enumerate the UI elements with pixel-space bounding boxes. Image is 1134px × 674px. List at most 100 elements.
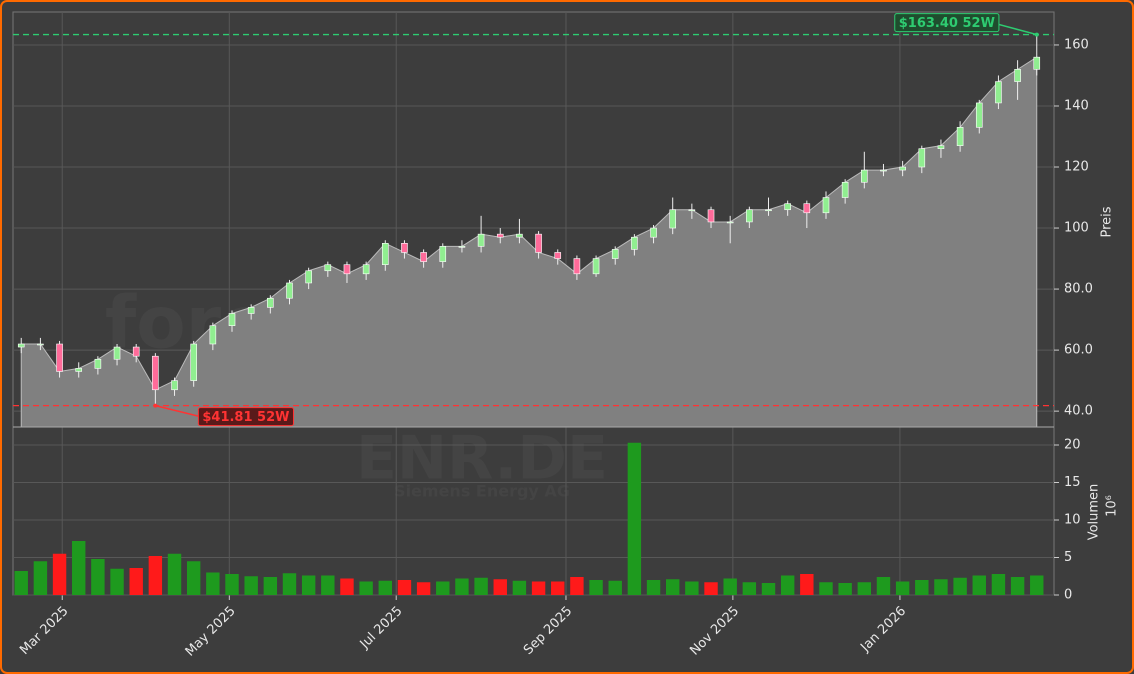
annotation-arrow	[155, 404, 201, 418]
volume-bar	[91, 559, 105, 595]
candle-body	[132, 346, 140, 357]
candle-body	[899, 166, 906, 171]
candle-body	[918, 148, 926, 168]
volume-bar	[167, 553, 182, 595]
candle-body	[669, 209, 677, 229]
candle-body	[822, 197, 830, 214]
volume-bar	[704, 582, 718, 595]
y-tick-label: 120	[1064, 160, 1089, 175]
y-tick-label: 100	[1064, 221, 1089, 236]
annotation-point	[1034, 32, 1039, 37]
volume-bar	[876, 577, 891, 595]
volume-bar	[186, 561, 201, 595]
volume-bar	[608, 580, 622, 595]
candle-body	[631, 236, 638, 250]
volume-bar	[934, 579, 948, 595]
volume-bar	[436, 581, 450, 595]
volume-bar	[915, 580, 929, 595]
volume-bar	[627, 442, 642, 595]
volume-bar	[1010, 577, 1025, 595]
volume-bar	[301, 575, 316, 595]
name-watermark: Siemens Energy AG	[394, 482, 570, 501]
volume-bar	[531, 581, 546, 595]
candle-body	[803, 203, 811, 214]
y-tick-label: 140	[1064, 98, 1089, 113]
candle-body	[937, 145, 945, 150]
candle-body	[880, 169, 887, 172]
candle-body	[688, 209, 696, 212]
candle-body	[573, 258, 581, 275]
y2-tick-label: 15	[1064, 475, 1081, 490]
candle-body	[650, 227, 657, 238]
candle-body	[247, 307, 255, 314]
volume-bar	[244, 576, 258, 595]
candle-body	[477, 233, 485, 247]
candle-body	[995, 81, 1002, 104]
volume-bar	[991, 574, 1006, 595]
candle-body	[267, 297, 274, 308]
volume-bar	[972, 575, 986, 595]
candle-body	[420, 252, 427, 262]
volume-bar	[416, 582, 431, 595]
candle-body	[765, 209, 772, 212]
y2-tick-label: 20	[1064, 438, 1081, 453]
volume-bar	[455, 578, 469, 595]
volume-bar	[665, 579, 680, 595]
y-tick-label: 80.0	[1064, 282, 1093, 297]
volume-bar	[397, 580, 412, 595]
candle-body	[592, 258, 600, 275]
candle-body	[535, 233, 542, 253]
volume-bar	[1030, 575, 1044, 595]
candle-body	[956, 127, 964, 146]
y-tick-label: 60.0	[1064, 343, 1093, 358]
candle-body	[94, 358, 102, 369]
volume-bar	[378, 580, 392, 595]
annotation-box	[894, 13, 1000, 33]
candle-body	[1033, 56, 1041, 70]
volume-bar	[589, 580, 603, 595]
volume-bar	[512, 580, 527, 595]
candle-body	[190, 343, 197, 381]
y2-tick-label: 10	[1064, 513, 1081, 528]
candle-body	[75, 368, 83, 372]
volume-bar	[110, 568, 124, 595]
volume-bar	[474, 577, 488, 595]
y-tick-label: 40.0	[1064, 404, 1093, 419]
volume-bar	[282, 573, 297, 595]
candle-body	[286, 282, 293, 299]
y-tick-label: 160	[1064, 37, 1089, 52]
candle-body	[152, 355, 159, 391]
candle-body	[861, 169, 868, 183]
candle-body	[439, 246, 447, 262]
volume-bar	[838, 583, 852, 595]
candle-body	[113, 346, 121, 360]
y-axis-label: Preis	[1100, 206, 1115, 237]
candle-body	[381, 243, 389, 265]
candle-body	[726, 221, 734, 224]
volume-bar	[321, 575, 335, 595]
candle-body	[343, 264, 351, 275]
volume-bar	[33, 561, 48, 595]
candle-body	[401, 243, 408, 253]
volume-bar	[742, 582, 757, 595]
y2-axis-unit: 10⁶	[1105, 495, 1120, 517]
annotation-label: $163.40 52W	[899, 16, 995, 31]
candle-body	[1014, 69, 1021, 82]
volume-bar	[895, 581, 910, 595]
candle-body	[37, 343, 44, 346]
candle-body	[746, 209, 753, 223]
volume-bar	[129, 568, 143, 595]
candle-body	[707, 209, 715, 223]
candle-body	[209, 325, 217, 345]
volume-bar	[800, 574, 814, 595]
candle-body	[975, 102, 983, 128]
volume-bar	[761, 583, 776, 595]
volume-bar	[206, 572, 220, 595]
candle-body	[324, 264, 332, 272]
annotation-label: $41.81 52W	[202, 410, 289, 425]
volume-bar	[819, 582, 833, 595]
candle-body	[228, 313, 236, 326]
candle-body	[458, 246, 466, 248]
candle-body	[611, 249, 619, 259]
